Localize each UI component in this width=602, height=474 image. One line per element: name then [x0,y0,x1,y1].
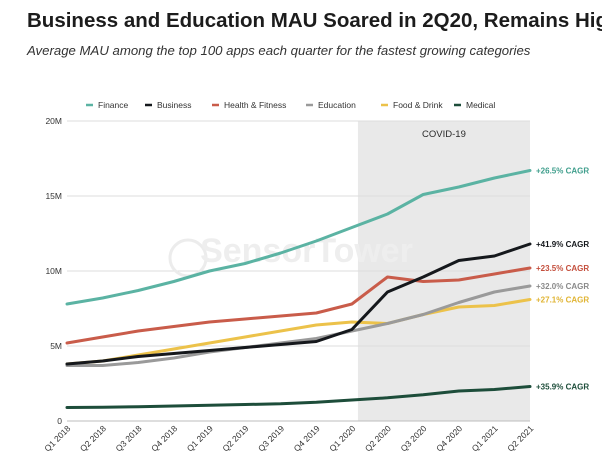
x-tick-label: Q1 2019 [185,423,215,453]
x-tick-label: Q1 2021 [470,423,500,453]
series-line-medical [65,385,532,409]
legend-item: Finance [98,100,129,110]
series-line-finance [65,169,532,306]
cagr-label: +23.5% CAGR [536,264,589,273]
cagr-label: +26.5% CAGR [536,167,589,176]
legend-item: Education [318,100,356,110]
chart-title: Business and Education MAU Soared in 2Q2… [27,9,602,32]
x-tick-label: Q4 2020 [434,423,464,453]
x-tick-label: Q4 2018 [149,423,179,453]
cagr-label: +27.1% CAGR [536,296,589,305]
series-line-education [65,284,532,367]
cagr-label: +41.9% CAGR [536,240,589,249]
chart-subtitle: Average MAU among the top 100 apps each … [27,43,531,58]
legend-item: Health & Fitness [224,100,286,110]
x-tick-label: Q3 2019 [256,423,286,453]
y-tick-label: 10M [45,266,62,276]
legend-item: Food & Drink [393,100,443,110]
y-tick-label: 0 [57,416,62,426]
x-tick-label: Q2 2019 [220,423,250,453]
watermark: SensorTower [200,232,413,270]
x-tick-label: Q4 2019 [292,423,322,453]
legend-item: Business [157,100,192,110]
series-line-health-fitness [65,266,532,345]
cagr-label: +35.9% CAGR [536,383,589,392]
series-line-business [65,242,532,366]
x-tick-label: Q1 2018 [42,423,72,453]
y-tick-label: 5M [50,341,62,351]
cagr-label: +32.0% CAGR [536,282,589,291]
covid-region-label: COVID-19 [422,129,466,140]
x-tick-label: Q1 2020 [327,423,357,453]
x-tick-label: Q2 2020 [363,423,393,453]
legend-item: Medical [466,100,495,110]
x-tick-label: Q2 2018 [78,423,108,453]
x-tick-label: Q3 2020 [398,423,428,453]
x-tick-label: Q3 2018 [114,423,144,453]
series-line-food-drink [65,298,532,366]
y-tick-label: 15M [45,191,62,201]
x-tick-label: Q2 2021 [505,423,535,453]
y-tick-label: 20M [45,116,62,126]
